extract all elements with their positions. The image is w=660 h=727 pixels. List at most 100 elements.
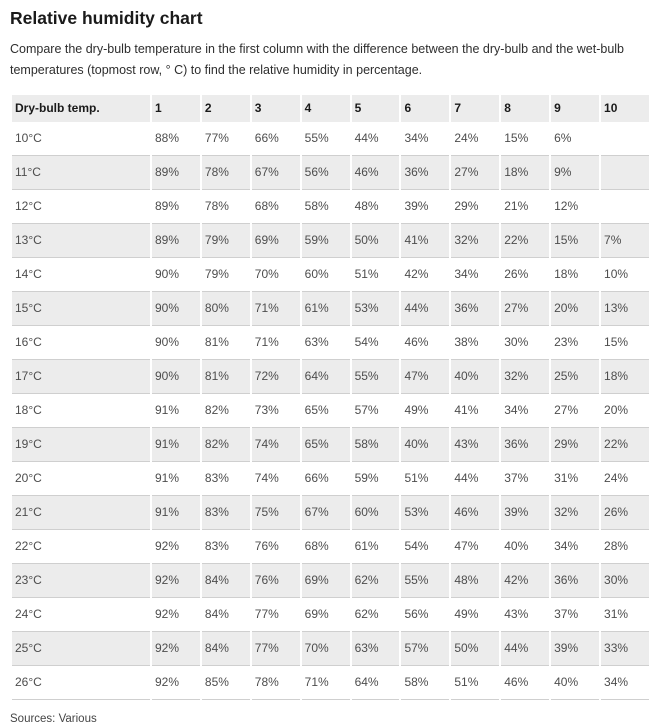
humidity-cell: 77% [251,630,300,665]
humidity-cell: 79% [201,256,250,291]
humidity-cell: 18% [501,154,550,189]
humidity-cell: 69% [301,596,350,631]
table-row: 24°C 92% 84% 77% 69% 62% 56% 49% 43% 37% 31% [12,596,649,631]
humidity-cell: 91% [152,494,200,529]
humidity-cell: 64% [351,664,400,700]
table-row: 19°C 91% 82% 74% 65% 58% 40% 43% 36% 29% 22% [12,426,649,461]
source-note: Sources: Various [10,712,97,725]
humidity-cell: 30% [601,562,649,597]
table-row: 26°C 92% 85% 78% 71% 64% 58% 51% 46% 40% 34% [12,664,649,700]
humidity-cell: 60% [301,256,350,291]
humidity-cell: 68% [301,528,350,563]
humidity-cell: 74% [251,426,300,461]
column-header-diff-3: 3 [251,94,300,122]
humidity-cell: 34% [551,528,600,563]
humidity-cell: 18% [601,358,649,393]
humidity-cell: 7% [601,222,649,257]
humidity-cell: 39% [551,630,600,665]
humidity-cell: 21% [501,188,550,223]
humidity-cell: 36% [401,154,450,189]
humidity-cell: 75% [251,494,300,529]
humidity-cell: 62% [351,562,400,597]
humidity-cell: 15% [504,130,529,145]
humidity-cell: 37% [501,460,550,495]
humidity-cell: 82% [201,392,250,427]
humidity-cell: 71% [301,664,350,700]
humidity-cell: 41% [401,222,450,257]
table-row: 11°C 89% 78% 67% 56% 46% 36% 27% 18% 9% [12,154,649,189]
humidity-cell: 73% [251,392,300,427]
humidity-cell: 22% [601,426,649,461]
humidity-cell: 57% [351,392,400,427]
humidity-cell: 26% [501,256,550,291]
humidity-cell: 55% [351,358,400,393]
humidity-cell: 91% [152,426,200,461]
humidity-cell: 60% [351,494,400,529]
humidity-cell: 79% [201,222,250,257]
humidity-cell: 48% [451,562,500,597]
humidity-cell: 18% [551,256,600,291]
temp-cell: 16°C [12,324,150,359]
humidity-cell: 9% [551,154,600,189]
humidity-cell: 56% [401,596,450,631]
humidity-cell: 55% [304,130,329,145]
table-row: 13°C 89% 79% 69% 59% 50% 41% 32% 22% 15% 7% [12,222,649,257]
humidity-cell: 12% [551,188,600,223]
humidity-cell: 43% [451,426,500,461]
humidity-cell: 63% [301,324,350,359]
column-header-diff-10: 10 [601,94,649,122]
humidity-cell: 34% [404,130,429,145]
table-header-row: Dry-bulb temp. 1 2 3 4 5 6 7 8 9 10 [12,94,649,122]
humidity-cell: 57% [401,630,450,665]
humidity-cell: 49% [401,392,450,427]
humidity-cell: 89% [152,188,200,223]
humidity-cell: 40% [501,528,550,563]
humidity-cell: 58% [301,188,350,223]
humidity-cell: 83% [201,460,250,495]
humidity-cell: 47% [451,528,500,563]
humidity-cell: 44% [354,130,379,145]
humidity-cell: 44% [451,460,500,495]
humidity-cell: 40% [451,358,500,393]
humidity-cell: 31% [601,596,649,631]
humidity-cell: 32% [501,358,550,393]
table-row: 23°C 92% 84% 76% 69% 62% 55% 48% 42% 36% 30% [12,562,649,597]
humidity-cell: 91% [152,460,200,495]
humidity-cell: 58% [351,426,400,461]
humidity-cell: 62% [351,596,400,631]
temp-cell: 19°C [12,426,150,461]
humidity-cell: 26% [601,494,649,529]
humidity-cell: 46% [401,324,450,359]
humidity-cell: 55% [401,562,450,597]
humidity-cell: 81% [201,324,250,359]
humidity-cell: 51% [351,256,400,291]
humidity-cell: 61% [301,290,350,325]
humidity-cell: 46% [451,494,500,529]
humidity-cell: 28% [601,528,649,563]
humidity-cell: 92% [152,630,200,665]
column-header-diff-6: 6 [401,94,450,122]
humidity-cell: 69% [251,222,300,257]
humidity-cell: 83% [201,494,250,529]
humidity-cell: 27% [551,392,600,427]
humidity-cell: 67% [251,154,300,189]
column-header-diff-5: 5 [351,94,400,122]
column-header-diff-9: 9 [551,94,600,122]
humidity-cell: 78% [201,188,250,223]
humidity-cell: 92% [152,562,200,597]
humidity-cell: 71% [251,290,300,325]
humidity-cell: 6% [554,130,572,145]
humidity-cell: 90% [152,256,200,291]
humidity-cell: 34% [501,392,550,427]
humidity-cell: 88% [155,130,180,145]
column-header-diff-1: 1 [152,94,200,122]
table-row: 25°C 92% 84% 77% 70% 63% 57% 50% 44% 39% 33% [12,630,649,665]
humidity-cell: 32% [451,222,500,257]
humidity-cell: 37% [551,596,600,631]
humidity-cell: 29% [451,188,500,223]
table-row: 17°C 90% 81% 72% 64% 55% 47% 40% 32% 25% 18% [12,358,649,393]
humidity-cell: 48% [351,188,400,223]
humidity-cell: 65% [301,392,350,427]
table-row: 14°C 90% 79% 70% 60% 51% 42% 34% 26% 18% 10% [12,256,649,291]
